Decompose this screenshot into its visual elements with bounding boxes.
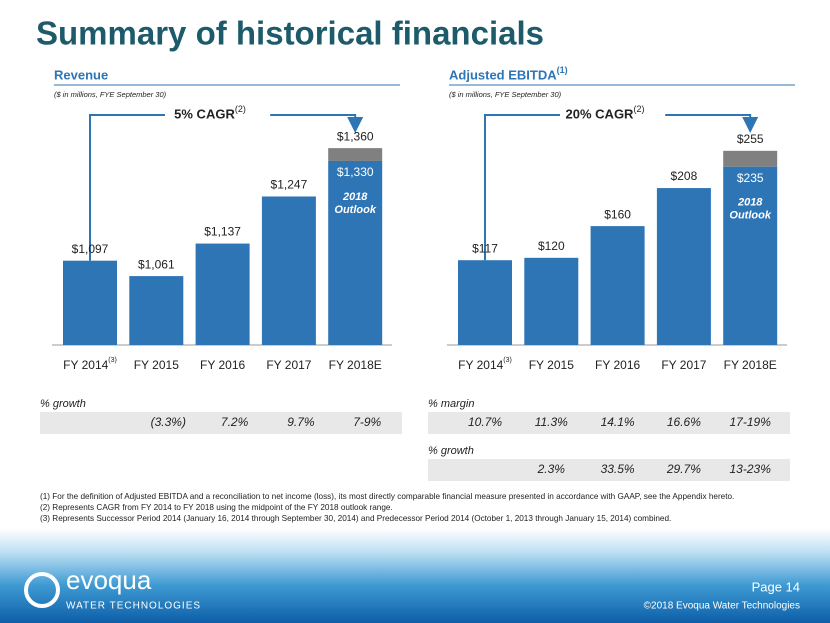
- bar: [524, 257, 579, 345]
- x-tick-label: FY 2017: [661, 358, 706, 372]
- cagr-label: 5% CAGR(2): [174, 104, 246, 121]
- x-tick-label: FY 2015: [529, 358, 574, 372]
- table-cell: (3.3%): [151, 415, 186, 429]
- logo-text: evoqua: [66, 565, 152, 595]
- footnote: (2) Represents CAGR from FY 2014 to FY 2…: [40, 503, 393, 512]
- table-row-label: % growth: [40, 398, 86, 410]
- x-tick-label: FY 2015: [134, 358, 179, 372]
- table-row-label: % growth: [428, 445, 474, 457]
- table-cell: 2.3%: [537, 462, 566, 476]
- x-tick-label: FY 2016: [595, 358, 640, 372]
- x-tick-label: FY 2014(3): [458, 357, 512, 372]
- logo-subtext: WATER TECHNOLOGIES: [66, 601, 201, 612]
- title-note: (1): [557, 65, 568, 75]
- x-tick-label: FY 2014(3): [63, 357, 117, 372]
- bar: [63, 260, 117, 345]
- table-cell: 33.5%: [601, 462, 635, 476]
- table-cell: 9.7%: [287, 415, 315, 429]
- chart-title: Revenue: [54, 67, 108, 82]
- value-label: $1,061: [138, 257, 175, 271]
- footnote: (3) Represents Successor Period 2014 (Ja…: [40, 514, 671, 523]
- cagr-note: (2): [633, 104, 644, 114]
- bar: [590, 226, 645, 345]
- value-label: $117: [472, 241, 498, 255]
- table-cell: 7.2%: [221, 415, 249, 429]
- value-label: $1,097: [72, 242, 109, 256]
- value-label: $235: [737, 171, 764, 185]
- table-cell: 7-9%: [353, 415, 381, 429]
- outlook-label: Outlook: [729, 210, 771, 222]
- value-label: $120: [538, 239, 565, 253]
- cagr-arrow: [270, 114, 364, 133]
- x-tick-note: (3): [108, 357, 117, 364]
- table-band: [40, 412, 402, 434]
- table-cell: 17-19%: [730, 415, 772, 429]
- x-tick-note: (3): [503, 357, 512, 364]
- value-label: $160: [604, 207, 631, 221]
- copyright: ©2018 Evoqua Water Technologies: [644, 601, 800, 612]
- value-label: $1,137: [204, 225, 241, 239]
- water-banner: [0, 528, 830, 623]
- bar: [261, 196, 316, 345]
- outlook-label: Outlook: [334, 204, 376, 216]
- bar: [723, 150, 778, 167]
- x-tick-label: FY 2018E: [724, 358, 777, 372]
- chart-subtitle: ($ in millions, FYE September 30): [449, 90, 562, 99]
- cagr-arrow: [665, 114, 759, 133]
- table-cell: 13-23%: [730, 462, 772, 476]
- chart-subtitle: ($ in millions, FYE September 30): [54, 90, 167, 99]
- value-label: $208: [671, 169, 698, 183]
- table-cell: 29.7%: [666, 462, 701, 476]
- bar: [328, 160, 383, 345]
- bar: [458, 260, 512, 345]
- cagr-note: (2): [235, 104, 246, 114]
- table-cell: 16.6%: [667, 415, 701, 429]
- table-row-label: % margin: [428, 398, 474, 410]
- table-band: [428, 412, 790, 434]
- x-tick-label: FY 2017: [266, 358, 311, 372]
- page-number: Page 14: [752, 579, 800, 594]
- table-cell: 14.1%: [601, 415, 635, 429]
- bar: [129, 276, 184, 345]
- chart-title: Adjusted EBITDA(1): [449, 65, 568, 82]
- logo-icon: [24, 572, 60, 608]
- total-label: $1,360: [337, 129, 374, 143]
- cagr-label: 20% CAGR(2): [566, 104, 645, 121]
- bar: [328, 148, 383, 161]
- total-label: $255: [737, 132, 764, 146]
- x-tick-label: FY 2016: [200, 358, 245, 372]
- bar: [195, 243, 250, 345]
- table-cell: 10.7%: [468, 415, 502, 429]
- bar: [656, 188, 711, 345]
- value-label: $1,330: [337, 165, 374, 179]
- footnote: (1) For the definition of Adjusted EBITD…: [40, 492, 734, 501]
- bar: [723, 166, 778, 345]
- x-tick-label: FY 2018E: [329, 358, 382, 372]
- outlook-label: 2018: [342, 191, 368, 203]
- value-label: $1,247: [271, 178, 308, 192]
- cagr-line: [484, 114, 560, 261]
- table-band: [428, 459, 790, 481]
- cagr-line: [89, 114, 165, 261]
- slide-title: Summary of historical financials: [36, 15, 544, 52]
- outlook-label: 2018: [737, 197, 763, 209]
- table-cell: 11.3%: [535, 415, 568, 429]
